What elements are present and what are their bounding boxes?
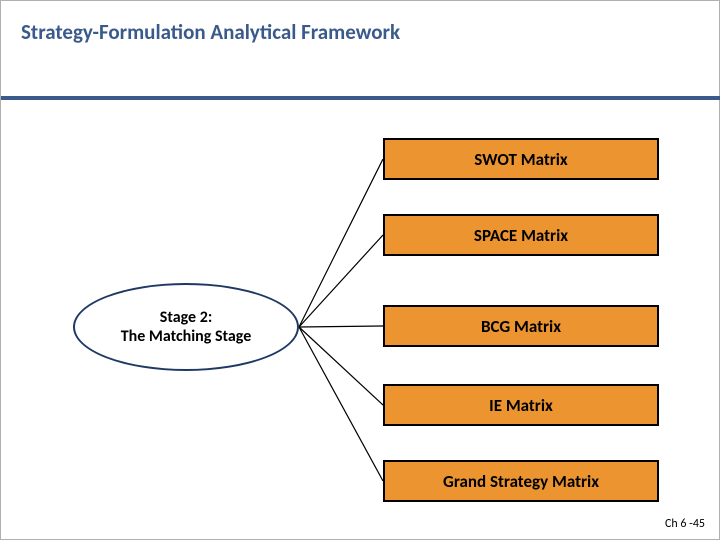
matrix-box: Grand Strategy Matrix — [383, 460, 659, 502]
stage-line1: Stage 2: — [160, 308, 212, 327]
matrix-box-label: IE Matrix — [489, 395, 553, 416]
matrix-box: IE Matrix — [383, 384, 659, 426]
matrix-box-label: Grand Strategy Matrix — [443, 471, 599, 492]
page-title: Strategy-Formulation Analytical Framewor… — [21, 19, 400, 45]
matrix-box-label: SWOT Matrix — [474, 149, 568, 170]
stage-line2: The Matching Stage — [121, 327, 252, 346]
title-divider — [1, 96, 720, 100]
matrix-box: SWOT Matrix — [383, 138, 659, 180]
matrix-box: BCG Matrix — [383, 305, 659, 347]
matrix-box-label: SPACE Matrix — [474, 225, 568, 246]
stage-node: Stage 2: The Matching Stage — [73, 283, 299, 371]
slide-footer: Ch 6 -45 — [665, 517, 705, 531]
matrix-box-label: BCG Matrix — [481, 316, 561, 337]
matrix-box: SPACE Matrix — [383, 214, 659, 256]
